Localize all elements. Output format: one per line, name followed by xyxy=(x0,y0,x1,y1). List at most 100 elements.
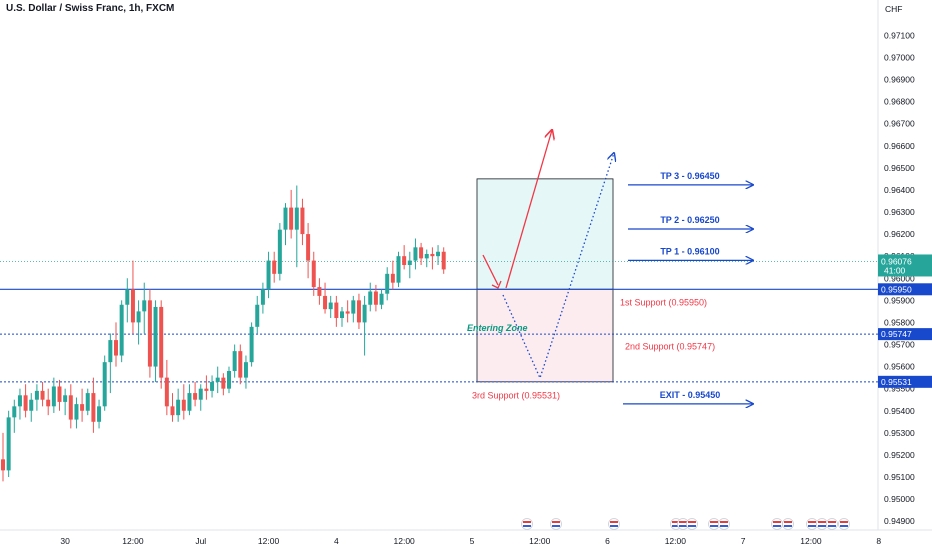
countdown-label: 41:00 xyxy=(884,265,906,275)
y-tick-label: 0.95600 xyxy=(884,362,915,372)
candle xyxy=(204,375,209,400)
candle-body xyxy=(317,287,322,296)
flag-icon xyxy=(806,518,818,530)
x-tick-label: 5 xyxy=(470,536,475,546)
x-tick-label: 7 xyxy=(741,536,746,546)
candle-body xyxy=(424,253,429,259)
candle xyxy=(351,295,356,323)
candle xyxy=(232,344,237,378)
candle-body xyxy=(34,390,39,400)
candle-body xyxy=(407,260,412,265)
candle-body xyxy=(402,256,407,265)
candle-body xyxy=(368,291,373,305)
x-tick-label: 12:00 xyxy=(665,536,687,546)
y-tick-label: 0.95400 xyxy=(884,406,915,416)
candle xyxy=(6,410,11,477)
candle-body xyxy=(63,395,68,402)
candle-body xyxy=(215,377,220,383)
support-label: 2nd Support (0.95747) xyxy=(625,342,715,352)
x-tick-label: 12:00 xyxy=(800,536,822,546)
candle-body xyxy=(91,393,96,422)
candle-body xyxy=(176,399,181,416)
candle xyxy=(125,278,130,323)
level-badge-label: 0.95950 xyxy=(881,284,912,294)
y-tick-label: 0.95500 xyxy=(884,384,915,394)
candle xyxy=(130,260,135,334)
down-arrow-line xyxy=(482,254,499,286)
candle-body xyxy=(277,229,282,274)
candle-body xyxy=(102,362,107,407)
candle xyxy=(63,388,68,416)
candle xyxy=(300,198,305,246)
x-tick-label: Jul xyxy=(195,536,206,546)
candle xyxy=(227,366,231,394)
candle-body xyxy=(97,406,102,422)
flag-icon xyxy=(550,518,562,530)
price-axis: CHF 0.94900 0.95000 0.95100 0.95200 0.95300 0.… xyxy=(877,0,915,530)
candle-body xyxy=(210,382,215,391)
y-tick-label: 0.95200 xyxy=(884,450,915,460)
candle xyxy=(419,242,424,265)
trade-annotations: 1st Support (0.95950) 2nd Support (0.9574… xyxy=(467,130,753,404)
candle xyxy=(181,384,186,420)
x-tick-label: 12:00 xyxy=(529,536,551,546)
candle xyxy=(402,245,407,270)
candle-body xyxy=(198,388,203,400)
candle xyxy=(356,293,361,330)
candle-body xyxy=(283,207,288,230)
y-tick-label: 0.95100 xyxy=(884,472,915,482)
candle-body xyxy=(153,306,158,367)
x-tick-label: 12:00 xyxy=(258,536,280,546)
candle xyxy=(74,397,79,429)
candle-body xyxy=(68,395,73,420)
candle-body xyxy=(1,459,5,471)
candle xyxy=(40,382,45,407)
candle-body xyxy=(255,304,260,327)
y-tick-label: 0.97000 xyxy=(884,52,915,62)
candle xyxy=(294,185,299,268)
candle xyxy=(198,384,203,411)
candle-body xyxy=(23,395,28,411)
y-tick-label: 0.96000 xyxy=(884,273,915,283)
currency-label: CHF xyxy=(885,4,902,14)
target-label: TP 3 - 0.96450 xyxy=(660,171,719,181)
candle xyxy=(430,247,435,270)
candle-body xyxy=(300,207,305,235)
candle xyxy=(57,379,62,411)
y-tick-label: 0.96600 xyxy=(884,141,915,151)
candle-body xyxy=(193,393,198,400)
candle xyxy=(91,377,96,433)
candle-body xyxy=(40,390,45,400)
candle-body xyxy=(373,291,378,305)
candle xyxy=(283,203,288,246)
candle xyxy=(272,251,277,283)
candle xyxy=(373,284,378,312)
candle-body xyxy=(311,260,316,288)
candle xyxy=(323,282,328,314)
candle xyxy=(170,393,175,422)
candle xyxy=(340,306,344,327)
candle xyxy=(153,300,158,383)
flag-icon xyxy=(771,518,783,530)
candle-body xyxy=(351,300,356,314)
candle xyxy=(215,366,220,394)
candle xyxy=(85,388,90,416)
candle-body xyxy=(181,399,186,411)
candle xyxy=(147,289,152,378)
current-price-badge xyxy=(878,254,932,277)
y-tick-label: 0.96200 xyxy=(884,229,915,239)
candle xyxy=(193,382,198,407)
time-axis: 30 12:00 Jul 12:00 4 12:00 5 12:00 6 12:00 7 12:00 8 xyxy=(0,529,932,546)
flag-icon xyxy=(838,518,850,530)
candle xyxy=(311,251,316,296)
scenario-path xyxy=(502,153,614,380)
candle-body xyxy=(362,304,367,323)
candle-body xyxy=(74,404,79,420)
candle xyxy=(368,282,373,312)
y-tick-label: 0.97100 xyxy=(884,30,915,40)
candlestick-series xyxy=(1,185,446,482)
flag-icon xyxy=(677,518,689,530)
y-tick-label: 0.95800 xyxy=(884,317,915,327)
flag-icon xyxy=(686,518,698,530)
